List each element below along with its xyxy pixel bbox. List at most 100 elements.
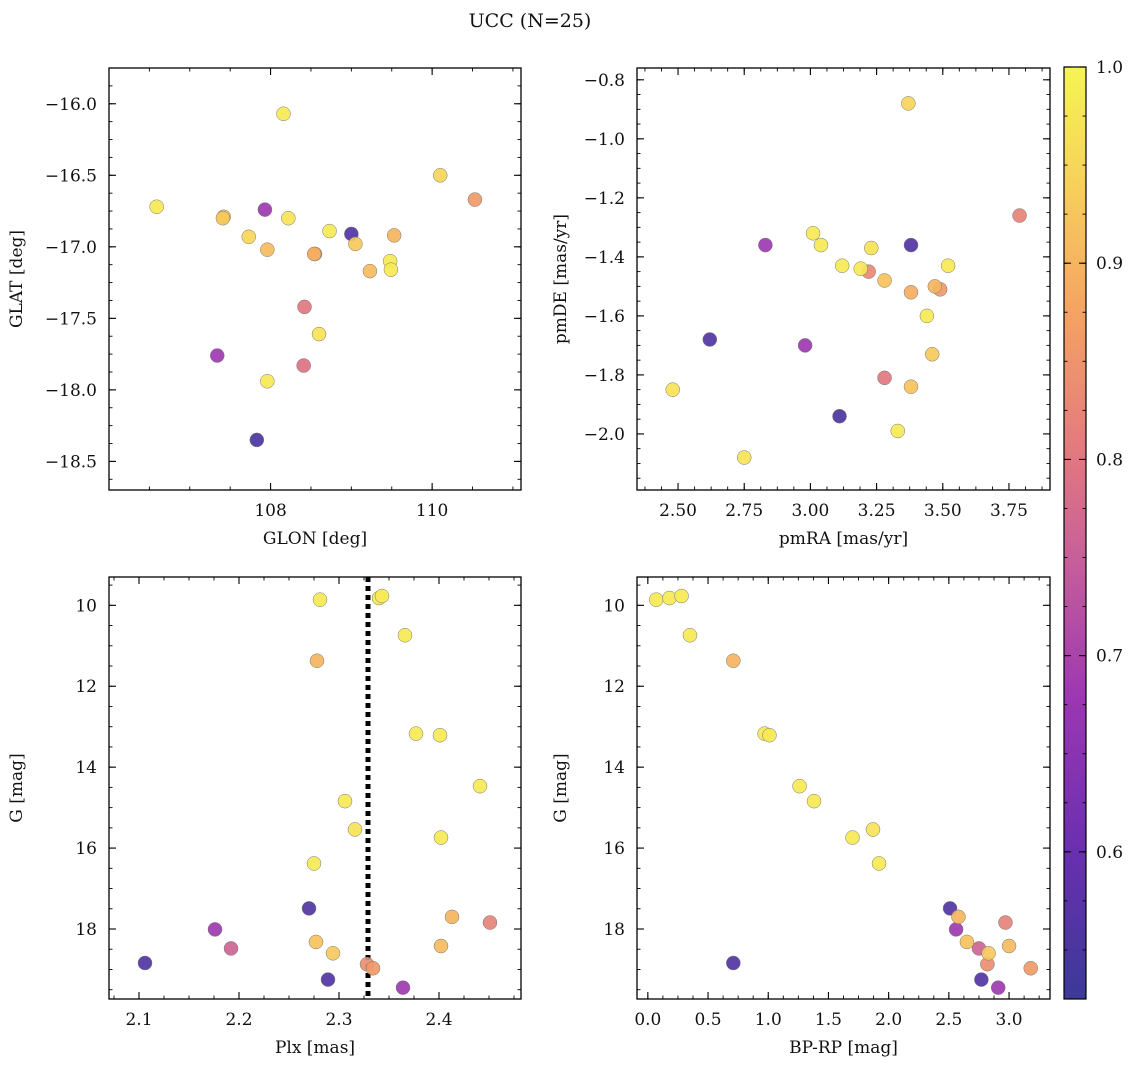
scatter-point [726,955,741,971]
y-axis-label: pmDE [mas/yr] [551,214,571,344]
x-tick-label: 2.2 [225,1010,252,1030]
scatter-point [674,588,689,604]
y-tick-label: 12 [75,677,97,697]
scatter-point [662,590,677,606]
scatter-point [207,922,223,937]
scatter-point [257,202,273,217]
panel-2: 2.50 2.75 3.00 3.25 3.50 3.75 −0.8 −1.0 −1.2 −1.4… [551,67,1051,549]
scatter-point [308,934,324,950]
scatter-point [864,240,879,256]
y-axis-label: GLAT [deg] [7,230,27,328]
scatter-point [347,822,363,837]
plot-frame [636,576,1051,1000]
y-tick-label: 18 [603,920,625,940]
panel-3: 2.1 2.2 2.3 2.4 10 12 14 16 18 Plx [mas] G [mag] [7,576,522,1058]
colorbar-tick-label: 0.6 [1096,843,1123,863]
scatter-point [337,793,353,809]
scatter-point [432,727,448,743]
scatter-point [306,856,322,871]
scatter-point [665,382,680,397]
x-axis-label: pmRA [mas/yr] [779,529,908,549]
y-tick-label: 10 [75,596,97,616]
scatter-point [374,588,390,604]
scatter-point [301,901,317,916]
y-axis-label: G [mag] [551,753,571,822]
scatter-point [1023,961,1038,976]
scatter-point [306,246,322,262]
scatter-point [322,223,337,239]
y-tick-label: −0.8 [584,71,625,91]
colorbar-tick-label: 1.0 [1096,58,1123,78]
scatter-point [649,592,664,607]
scatter-point [927,279,943,294]
scatter-point [974,972,989,987]
scatter-point [871,856,887,871]
scatter-point [408,726,424,741]
colorbar-tick-label: 0.8 [1096,450,1123,470]
x-tick-label: 108 [254,501,286,521]
scatter-point [215,210,231,226]
y-tick-label: −16.0 [45,95,97,115]
x-tick-label: 2.5 [935,1010,962,1030]
scatter-point [990,980,1006,995]
scatter-point [903,285,919,300]
scatter-point [260,374,275,389]
scatter-point [397,628,413,643]
scatter-point [149,199,164,215]
scatter-point [924,347,940,362]
scatter-point [797,338,813,353]
scatter-point [951,909,966,925]
scatter-point [210,348,225,363]
scatter-point [325,946,341,961]
y-tick-label: 16 [603,839,625,859]
scatter-point [365,961,381,976]
scatter-point [940,258,956,273]
x-tick-label: 3.25 [858,501,896,521]
scatter-point [395,980,411,995]
scatter-points [149,106,483,448]
scatter-point [297,299,312,315]
x-tick-label: 3.0 [996,1010,1023,1030]
scatter-point [702,332,718,347]
scatter-point [903,237,919,253]
plot-frame [108,576,522,1000]
y-tick-label: −17.0 [45,238,97,258]
figure-title: UCC (N=25) [469,10,592,32]
scatter-points [137,588,498,995]
scatter-point [482,915,498,930]
y-tick-label: −18.5 [45,452,97,472]
x-tick-label: 2.3 [325,1010,352,1030]
x-tick-label: 0.0 [634,1010,661,1030]
x-tick-label: 2.4 [425,1010,452,1030]
scatter-point [1001,938,1017,954]
scatter-point [249,432,265,448]
y-tick-label: −2.0 [584,425,625,445]
scatter-points [665,96,1027,465]
y-tick-label: 16 [75,839,97,859]
colorbar-tick-label: 0.7 [1096,647,1123,667]
scatter-point [890,423,906,439]
x-tick-label: 110 [416,501,448,521]
scatter-point [758,237,773,253]
y-tick-label: −16.5 [45,166,97,186]
scatter-point [998,915,1013,930]
scatter-point [281,210,296,226]
scatter-point [959,934,975,950]
x-tick-label: 3.00 [791,501,829,521]
scatter-point [792,778,807,794]
scatter-point [467,192,483,207]
scatter-point [309,653,325,669]
colorbar-gradient [1063,66,1087,1000]
scatter-point [433,938,449,954]
y-tick-label: 18 [75,920,97,940]
scatter-point [853,261,868,276]
scatter-point [296,358,311,373]
scatter-point [726,653,741,669]
y-tick-label: −1.4 [584,248,625,268]
scatter-point [877,273,892,288]
scatter-point [806,793,822,809]
scatter-point [762,727,777,743]
y-tick-label: −17.5 [45,309,97,329]
scatter-point [386,228,402,243]
scatter-point [845,830,860,845]
